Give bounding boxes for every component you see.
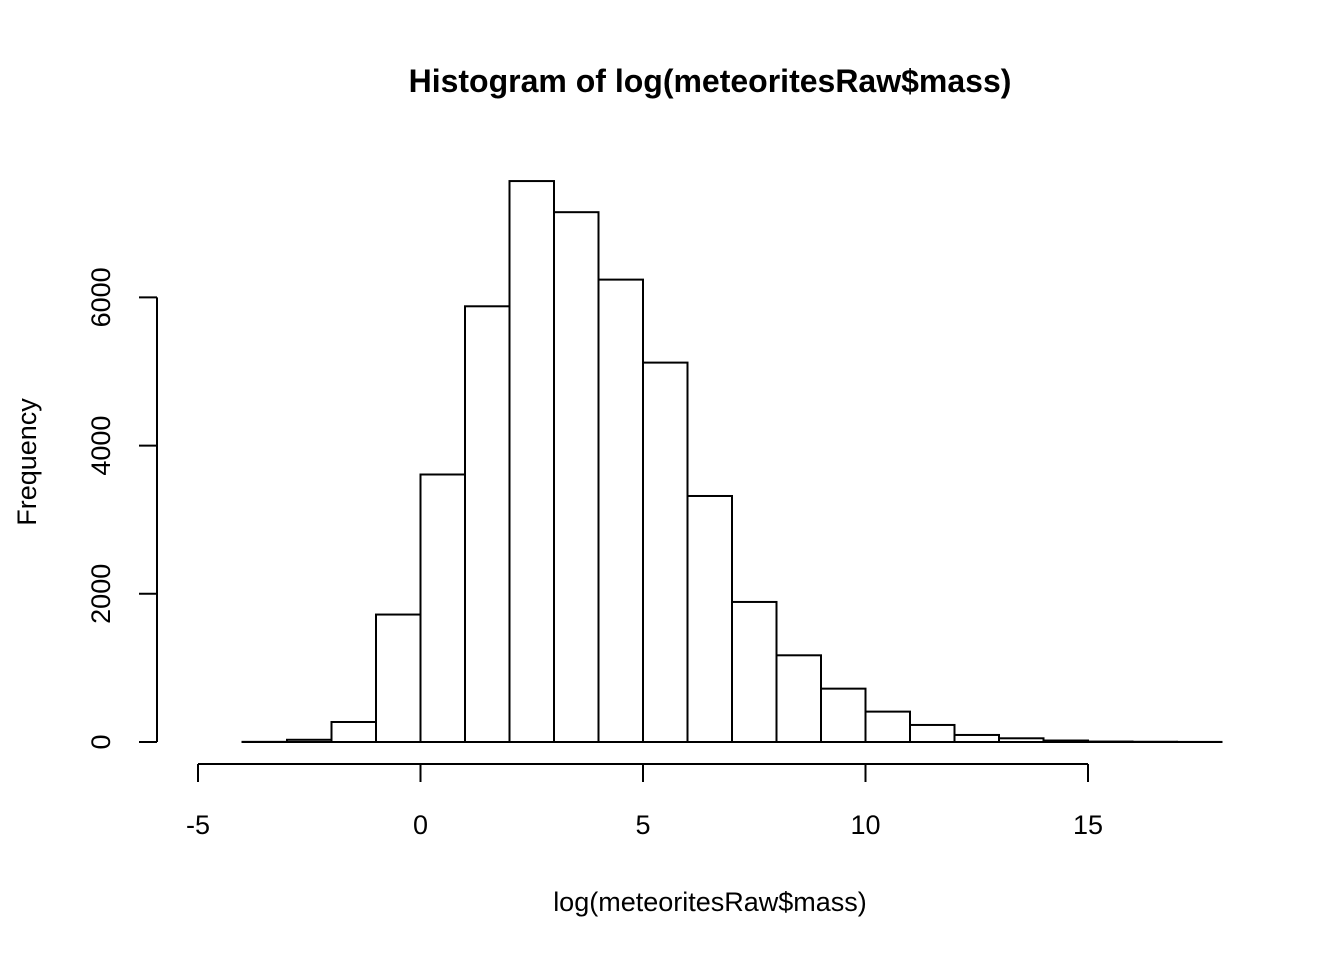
histogram-bar	[775, 654, 822, 743]
histogram-bar	[686, 494, 733, 743]
histogram-bar	[597, 278, 644, 743]
y-tick-label: 0	[86, 734, 116, 749]
chart-title: Histogram of log(meteoritesRaw$mass)	[409, 63, 1012, 99]
histogram-bar	[330, 720, 377, 743]
x-tick-label: 10	[850, 810, 880, 840]
x-axis: -5 0 5 10 15	[186, 763, 1103, 840]
histogram-bar	[419, 473, 466, 743]
y-tick-label: 2000	[86, 564, 116, 624]
histogram-bar	[375, 613, 422, 743]
y-axis: 0 2000 4000 6000	[86, 267, 158, 750]
histogram-bar	[909, 723, 956, 743]
x-tick-label: 5	[635, 810, 650, 840]
bars-group	[241, 180, 1223, 744]
x-tick-label: 0	[413, 810, 428, 840]
histogram-bar	[731, 600, 778, 743]
histogram-bar	[953, 733, 1000, 744]
histogram-bar	[642, 361, 689, 743]
x-tick-label: -5	[186, 810, 210, 840]
y-tick-label: 4000	[86, 416, 116, 476]
x-axis-label: log(meteoritesRaw$mass)	[553, 887, 867, 917]
histogram-bar	[820, 687, 867, 744]
histogram-bar	[508, 180, 555, 744]
histogram-bar	[864, 710, 911, 744]
histogram-bar	[998, 737, 1045, 743]
x-tick-label: 15	[1073, 810, 1103, 840]
histogram-bar	[286, 738, 333, 743]
y-tick-label: 6000	[86, 267, 116, 327]
y-axis-label: Frequency	[12, 398, 42, 526]
histogram-bar	[464, 305, 511, 743]
histogram-bar	[1042, 739, 1089, 744]
histogram-bar	[553, 211, 600, 743]
